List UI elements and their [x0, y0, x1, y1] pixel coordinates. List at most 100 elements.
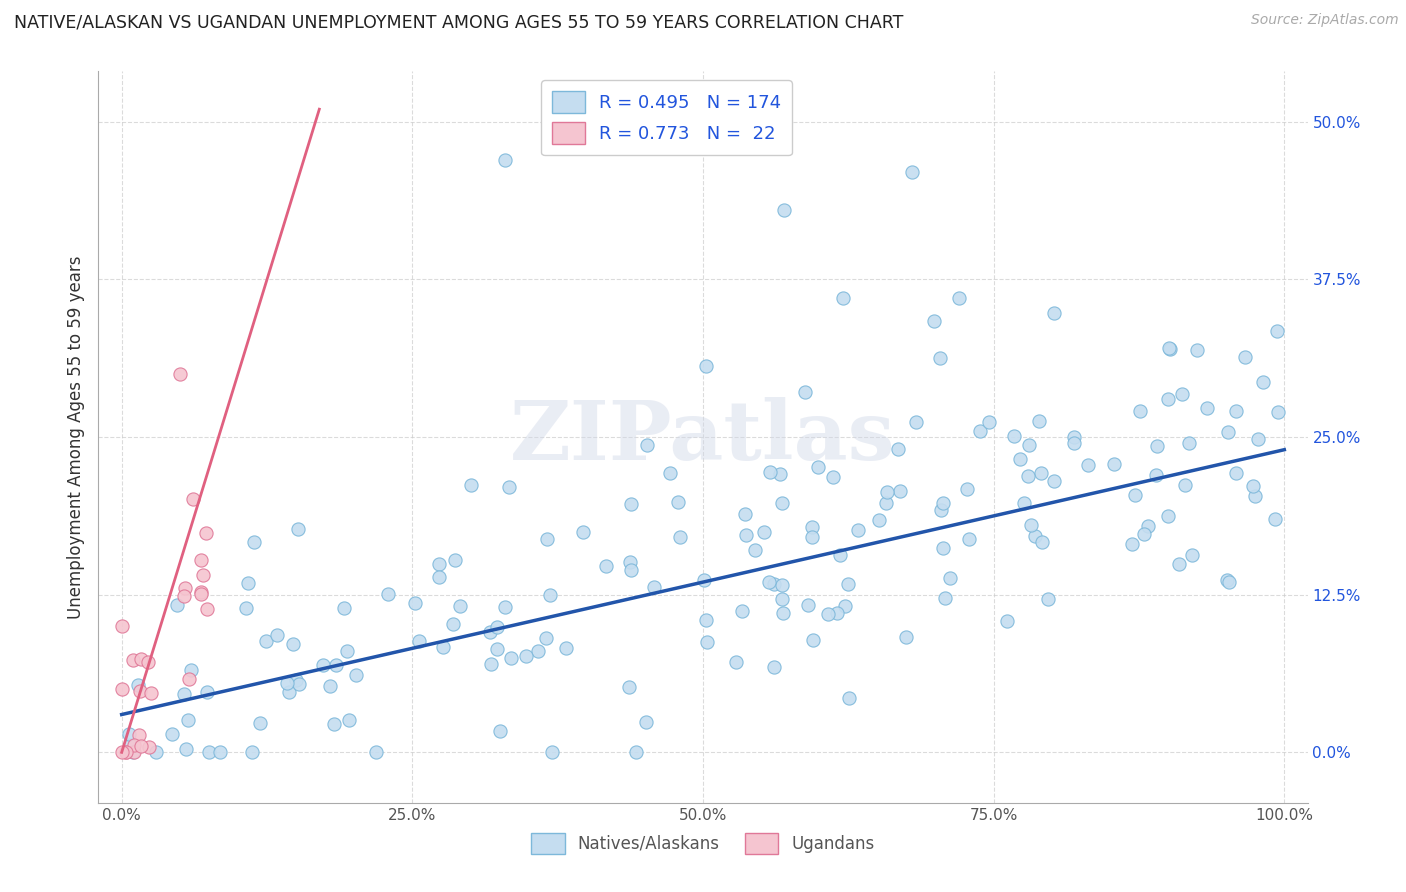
Point	[114, 745, 136, 759]
Point	[1063, 430, 1085, 444]
Point	[287, 522, 309, 536]
Point	[1121, 537, 1143, 551]
Point	[838, 691, 860, 706]
Point	[128, 728, 150, 742]
Point	[364, 745, 387, 759]
Point	[333, 601, 356, 615]
Point	[807, 459, 830, 474]
Point	[817, 607, 839, 621]
Point	[619, 555, 641, 569]
Text: ZIPatlas: ZIPatlas	[510, 397, 896, 477]
Point	[277, 684, 299, 698]
Point	[145, 745, 167, 759]
Point	[449, 599, 471, 614]
Point	[111, 682, 134, 697]
Point	[643, 580, 665, 594]
Point	[1216, 425, 1239, 439]
Point	[887, 442, 910, 457]
Point	[194, 525, 217, 540]
Point	[254, 634, 277, 648]
Point	[837, 577, 859, 591]
Point	[288, 677, 311, 691]
Point	[636, 437, 658, 451]
Point	[139, 686, 162, 700]
Point	[1063, 435, 1085, 450]
Point	[1195, 401, 1218, 415]
Point	[515, 649, 537, 664]
Point	[1216, 574, 1239, 588]
Point	[770, 591, 793, 606]
Point	[1123, 487, 1146, 501]
Point	[800, 530, 823, 544]
Point	[377, 587, 399, 601]
Point	[731, 604, 754, 618]
Point	[724, 656, 747, 670]
Point	[695, 613, 717, 627]
Point	[122, 745, 145, 759]
Point	[669, 530, 692, 544]
Point	[969, 424, 991, 438]
Point	[501, 651, 523, 665]
Point	[1267, 405, 1289, 419]
Point	[1174, 478, 1197, 492]
Point	[337, 713, 360, 727]
Point	[129, 652, 152, 666]
Point	[526, 644, 548, 658]
Point	[1028, 414, 1050, 428]
Point	[174, 742, 197, 756]
Point	[831, 291, 853, 305]
Point	[541, 745, 564, 759]
Point	[1233, 350, 1256, 364]
Point	[486, 620, 509, 634]
Point	[404, 595, 426, 609]
Point	[1178, 435, 1201, 450]
Point	[498, 480, 520, 494]
Point	[572, 525, 595, 540]
Point	[1036, 591, 1059, 606]
Point	[932, 496, 955, 510]
Point	[1132, 527, 1154, 541]
Point	[772, 496, 794, 510]
Point	[1017, 468, 1039, 483]
Point	[770, 578, 793, 592]
Point	[479, 657, 502, 671]
Point	[479, 625, 502, 640]
Point	[868, 513, 890, 527]
Point	[236, 575, 259, 590]
Point	[1002, 429, 1025, 443]
Point	[1264, 512, 1286, 526]
Point	[1157, 508, 1180, 523]
Point	[1144, 467, 1167, 482]
Y-axis label: Unemployment Among Ages 55 to 59 years: Unemployment Among Ages 55 to 59 years	[66, 255, 84, 619]
Point	[427, 569, 450, 583]
Point	[1253, 376, 1275, 390]
Point	[955, 482, 977, 496]
Point	[1159, 342, 1181, 356]
Point	[486, 642, 509, 657]
Point	[444, 553, 467, 567]
Point	[111, 619, 134, 633]
Point	[540, 588, 562, 602]
Point	[763, 659, 786, 673]
Point	[180, 664, 202, 678]
Point	[190, 552, 212, 566]
Point	[534, 631, 557, 645]
Point	[494, 600, 516, 615]
Point	[111, 745, 134, 759]
Point	[734, 507, 756, 521]
Point	[1265, 324, 1288, 338]
Point	[536, 532, 558, 546]
Point	[1146, 439, 1168, 453]
Point	[934, 591, 956, 605]
Text: NATIVE/ALASKAN VS UGANDAN UNEMPLOYMENT AMONG AGES 55 TO 59 YEARS CORRELATION CHA: NATIVE/ALASKAN VS UGANDAN UNEMPLOYMENT A…	[14, 13, 904, 31]
Point	[122, 653, 145, 667]
Point	[209, 745, 232, 759]
Point	[752, 524, 775, 539]
Point	[695, 359, 717, 373]
Point	[1010, 452, 1032, 467]
Point	[1077, 458, 1099, 473]
Point	[1129, 404, 1152, 418]
Point	[173, 687, 195, 701]
Point	[427, 558, 450, 572]
Point	[235, 601, 257, 615]
